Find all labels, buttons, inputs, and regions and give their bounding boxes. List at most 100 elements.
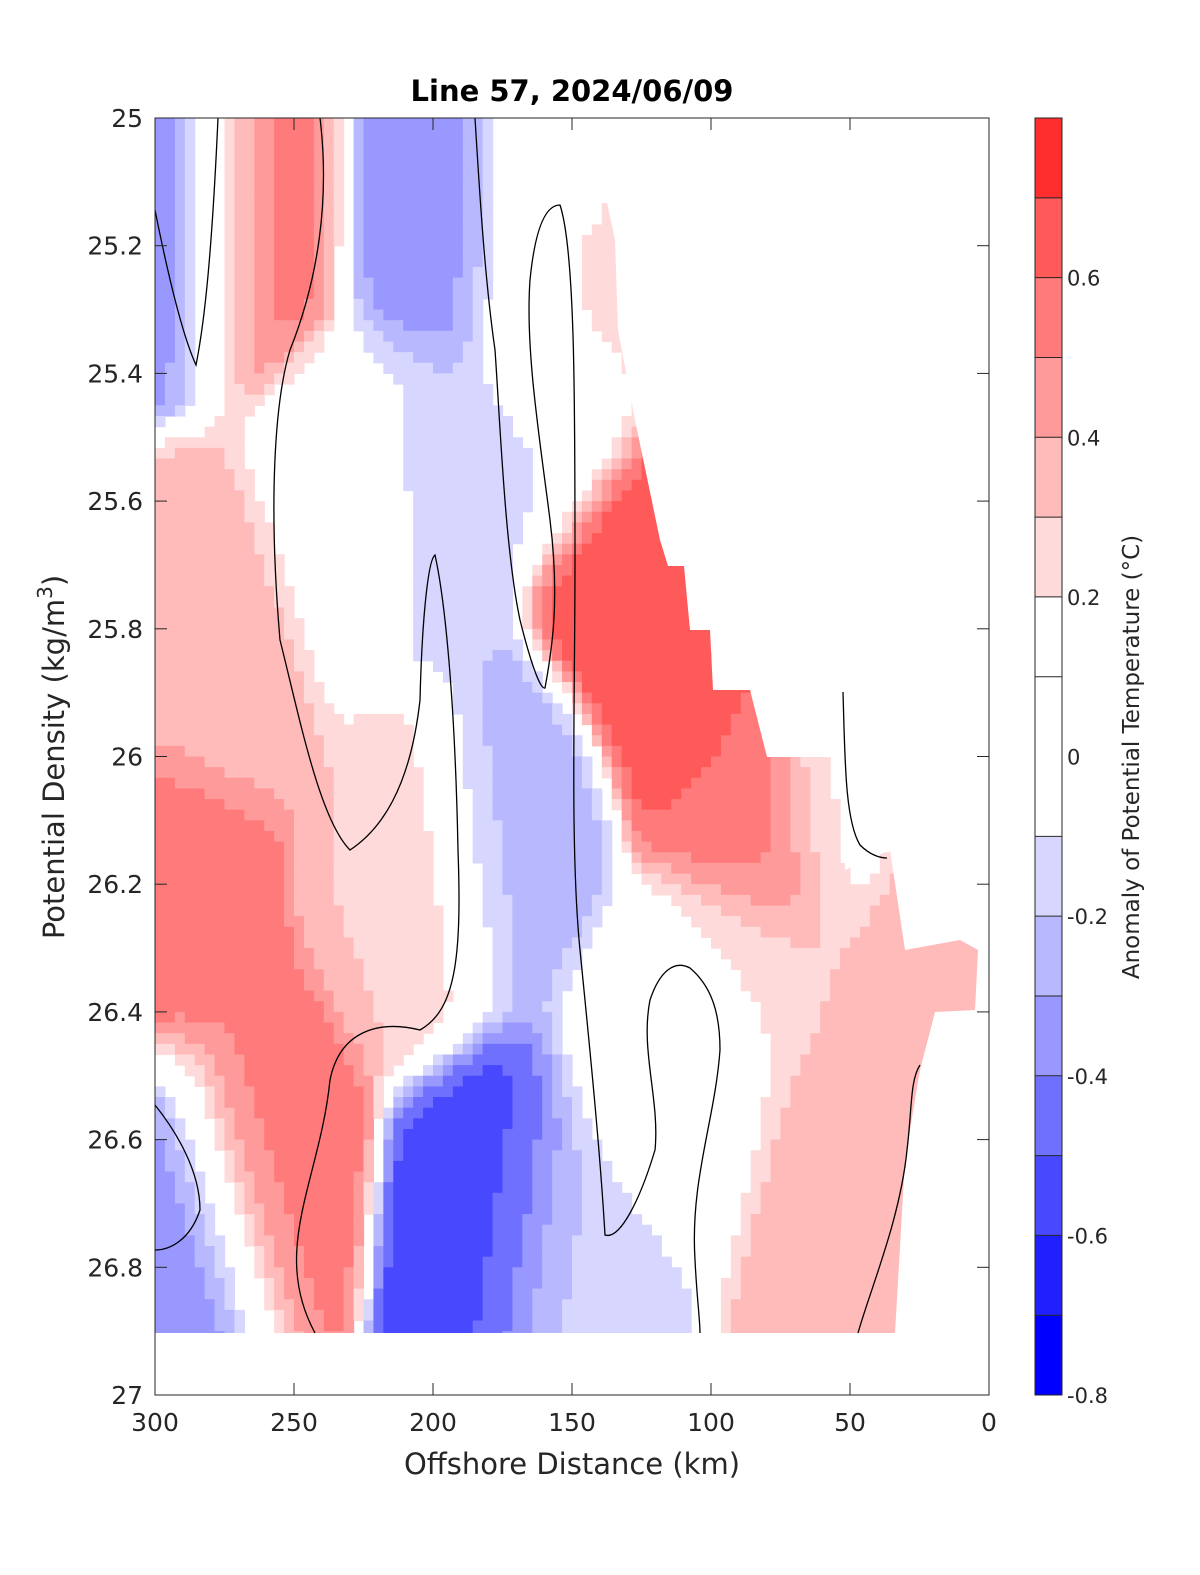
field-cell: [333, 841, 345, 853]
field-cell: [383, 1001, 394, 1013]
field-cell: [403, 1043, 414, 1056]
field-cell: [879, 873, 891, 885]
field-cell: [204, 671, 216, 683]
field-cell: [800, 1011, 811, 1024]
field-cell: [155, 873, 166, 885]
field-cell: [482, 692, 494, 704]
field-cell: [174, 873, 186, 885]
field-cell: [303, 756, 315, 768]
field-cell: [462, 607, 474, 619]
field-cell: [234, 320, 245, 332]
field-cell: [611, 724, 623, 736]
field-cell: [184, 745, 196, 758]
field-cell: [423, 245, 434, 257]
field-cell: [581, 862, 593, 875]
field-cell: [164, 330, 176, 343]
field-cell: [542, 830, 553, 843]
field-cell: [462, 543, 474, 555]
field-cell: [264, 373, 275, 385]
field-cell: [224, 628, 236, 641]
field-cell: [512, 809, 523, 821]
field-cell: [492, 586, 504, 598]
field-cell: [711, 777, 722, 790]
field-cell: [869, 1001, 881, 1013]
field-cell: [155, 703, 166, 715]
field-cell: [442, 139, 454, 151]
field-cell: [492, 756, 504, 768]
field-cell: [859, 1033, 871, 1045]
field-cell: [234, 756, 245, 768]
field-cell: [859, 1022, 871, 1034]
field-cell: [651, 809, 662, 821]
field-cell: [482, 501, 494, 513]
field-cell: [294, 213, 305, 226]
field-cell: [194, 1022, 206, 1034]
field-cell: [224, 298, 236, 311]
field-cell: [651, 607, 662, 619]
field-cell: [472, 384, 484, 396]
field-cell: [492, 501, 504, 513]
field-cell: [403, 852, 414, 864]
field-cell: [532, 830, 543, 843]
field-cell: [730, 756, 742, 768]
field-cell: [562, 543, 573, 555]
field-cell: [701, 777, 712, 790]
field-cell: [184, 926, 196, 939]
field-cell: [244, 298, 255, 311]
field-cell: [820, 799, 831, 811]
field-cell: [711, 692, 722, 704]
field-cell: [224, 703, 236, 715]
field-cell: [701, 809, 712, 821]
field-cell: [204, 522, 216, 534]
field-cell: [472, 841, 484, 853]
field-cell: [294, 745, 305, 758]
field-cell: [949, 969, 960, 981]
field-cell: [611, 586, 623, 598]
field-cell: [333, 118, 345, 130]
field-cell: [423, 607, 434, 619]
field-cell: [472, 1065, 484, 1077]
field-cell: [701, 926, 712, 939]
field-cell: [502, 703, 514, 715]
field-cell: [343, 969, 355, 981]
field-cell: [323, 256, 335, 268]
field-cell: [393, 735, 404, 747]
field-cell: [413, 607, 424, 619]
field-cell: [522, 735, 533, 747]
field-cell: [383, 224, 394, 236]
field-cell: [234, 501, 245, 513]
field-cell: [512, 469, 523, 481]
field-cell: [760, 948, 772, 960]
field-cell: [155, 745, 166, 758]
field-cell: [810, 809, 821, 821]
field-cell: [234, 1011, 245, 1024]
field-cell: [750, 916, 762, 928]
field-cell: [482, 1054, 494, 1066]
field-cell: [572, 522, 583, 534]
field-cell: [462, 277, 474, 289]
field-cell: [284, 245, 295, 257]
field-cell: [740, 756, 752, 768]
field-cell: [393, 724, 404, 736]
field-cell: [433, 554, 444, 566]
field-cell: [353, 1086, 365, 1098]
field-cell: [284, 841, 295, 853]
field-cell: [234, 139, 245, 151]
field-cell: [333, 937, 345, 949]
field-cell: [472, 309, 484, 321]
field-cell: [433, 958, 444, 970]
field-cell: [184, 1033, 196, 1045]
field-cell: [591, 735, 603, 747]
field-cell: [174, 852, 186, 864]
field-cell: [542, 724, 553, 736]
field-cell: [641, 841, 653, 853]
field-cell: [562, 1065, 573, 1077]
field-cell: [244, 937, 255, 949]
field-cell: [224, 309, 236, 321]
field-cell: [155, 618, 166, 630]
field-cell: [929, 948, 940, 960]
field-cell: [214, 979, 226, 992]
field-cell: [393, 756, 404, 768]
field-cell: [472, 469, 484, 481]
field-cell: [254, 596, 265, 609]
